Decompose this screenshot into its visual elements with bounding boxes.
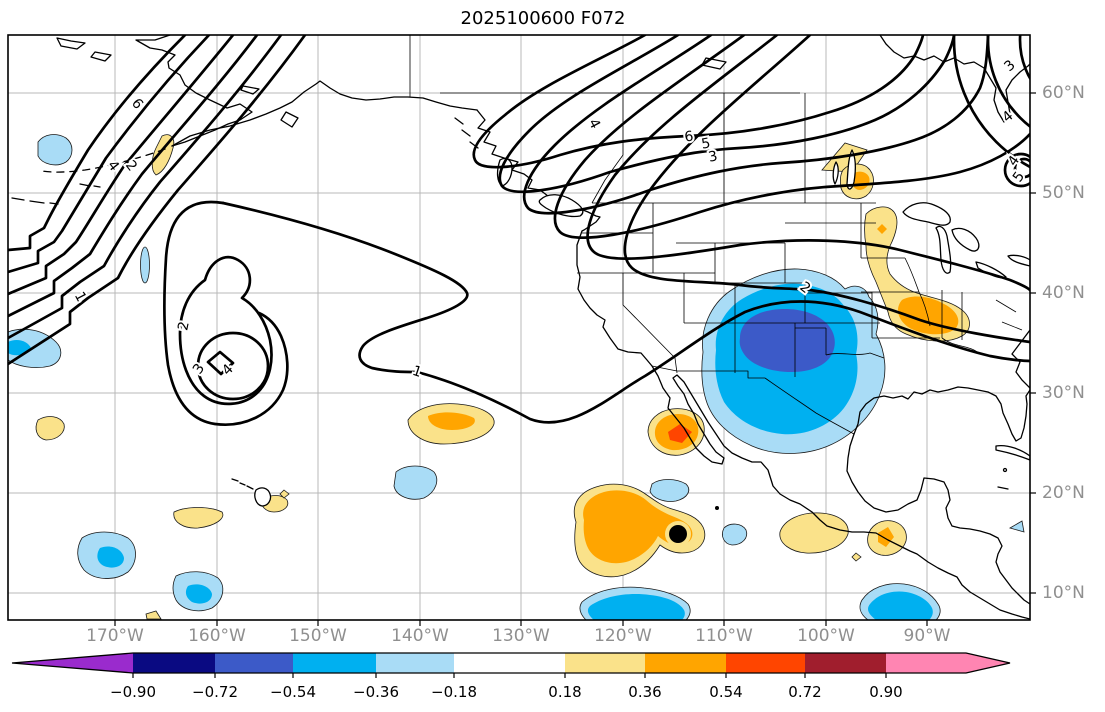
neg-region-core xyxy=(587,594,685,620)
neg-region xyxy=(37,134,73,166)
map-frame xyxy=(7,34,1031,621)
colorbar-segment xyxy=(293,653,376,673)
x-tick-label: 120°W xyxy=(594,626,652,646)
y-tick-label: 50°N xyxy=(1042,183,1085,203)
y-tick-label: 20°N xyxy=(1042,483,1085,503)
pos-region-hot-core xyxy=(668,424,692,443)
colorbar-tick-label: 0.54 xyxy=(709,683,742,701)
y-tick-label: 10°N xyxy=(1042,583,1085,603)
axis-ticks xyxy=(114,92,1036,626)
neg-region xyxy=(649,479,690,502)
colorbar-segment xyxy=(215,653,293,673)
neg-region-inner-core xyxy=(739,309,835,372)
pos-region xyxy=(145,610,162,620)
contour-inline-label: 1 xyxy=(71,289,89,304)
pos-region xyxy=(279,489,290,499)
pos-region-core xyxy=(877,224,887,234)
pos-region-core xyxy=(878,527,894,547)
neg-region-core xyxy=(868,591,933,620)
contour-inline-label: 3 xyxy=(1001,57,1018,75)
contour-inline-label: 2 xyxy=(175,320,193,332)
colorbar-right-arrow xyxy=(966,653,1010,673)
colorbar-tick-label: −0.72 xyxy=(192,683,238,701)
colorbar-tick-label: −0.36 xyxy=(353,683,399,701)
y-tick-label: 40°N xyxy=(1042,283,1085,303)
x-tick-label: 130°W xyxy=(492,626,550,646)
pos-region-core xyxy=(428,412,475,430)
colorbar-ticks xyxy=(132,673,887,678)
colorbar-left-arrow xyxy=(12,653,133,673)
height-contours xyxy=(8,35,1030,427)
y-axis-labels: 60°N 50°N 40°N 30°N 20°N 10°N xyxy=(1042,83,1085,603)
neg-region xyxy=(393,465,438,500)
pos-region xyxy=(851,552,862,562)
neg-region xyxy=(722,523,748,546)
colorbar: −0.90 −0.72 −0.54 −0.36 −0.18 0.18 0.36 … xyxy=(11,652,1011,701)
pos-region-core xyxy=(898,296,959,335)
colorbar-tick-label: 0.36 xyxy=(628,683,661,701)
colorbar-segment xyxy=(805,653,886,673)
colorbar-tick-label: 0.90 xyxy=(869,683,902,701)
colorbar-tick-labels: −0.90 −0.72 −0.54 −0.36 −0.18 0.18 0.36 … xyxy=(110,683,903,701)
x-tick-label: 150°W xyxy=(289,626,347,646)
colorbar-tick-label: 0.18 xyxy=(548,683,581,701)
y-tick-label: 30°N xyxy=(1042,383,1085,403)
x-tick-label: 110°W xyxy=(695,626,753,646)
colorbar-tick-label: −0.90 xyxy=(110,683,156,701)
x-axis-labels: 170°W 160°W 150°W 140°W 130°W 120°W 110°… xyxy=(86,626,951,646)
colorbar-segment xyxy=(133,653,215,673)
anomaly-shading xyxy=(8,134,1025,620)
contour-inline-label: 4 xyxy=(219,361,237,379)
colorbar-tick-label: −0.54 xyxy=(270,683,316,701)
neg-region xyxy=(1008,520,1025,533)
colorbar-segment xyxy=(886,653,966,673)
neg-region-core xyxy=(185,584,212,604)
pos-region-core xyxy=(583,490,693,564)
contour-inline-label: 6 xyxy=(683,128,694,145)
colorbar-segment xyxy=(645,653,726,673)
x-tick-label: 90°W xyxy=(904,626,951,646)
station-marker-dot xyxy=(669,525,687,543)
x-tick-label: 100°W xyxy=(797,626,855,646)
colorbar-segment xyxy=(454,653,565,673)
colorbar-segment xyxy=(376,653,454,673)
neg-region-core xyxy=(97,546,124,568)
y-tick-label: 60°N xyxy=(1042,83,1085,103)
colorbar-segment xyxy=(565,653,645,673)
pos-region xyxy=(35,416,65,441)
x-tick-label: 140°W xyxy=(391,626,449,646)
colorbar-segment xyxy=(726,653,805,673)
figure-title: 2025100600 F072 xyxy=(461,8,626,29)
neg-region xyxy=(140,246,150,284)
pos-region xyxy=(173,507,224,529)
contour-inline-label: 2 xyxy=(122,158,140,175)
x-tick-label: 160°W xyxy=(188,626,246,646)
colorbar-tick-label: 0.72 xyxy=(788,683,821,701)
x-tick-label: 170°W xyxy=(86,626,144,646)
colorbar-tick-label: −0.18 xyxy=(431,683,477,701)
pos-region xyxy=(779,512,849,554)
